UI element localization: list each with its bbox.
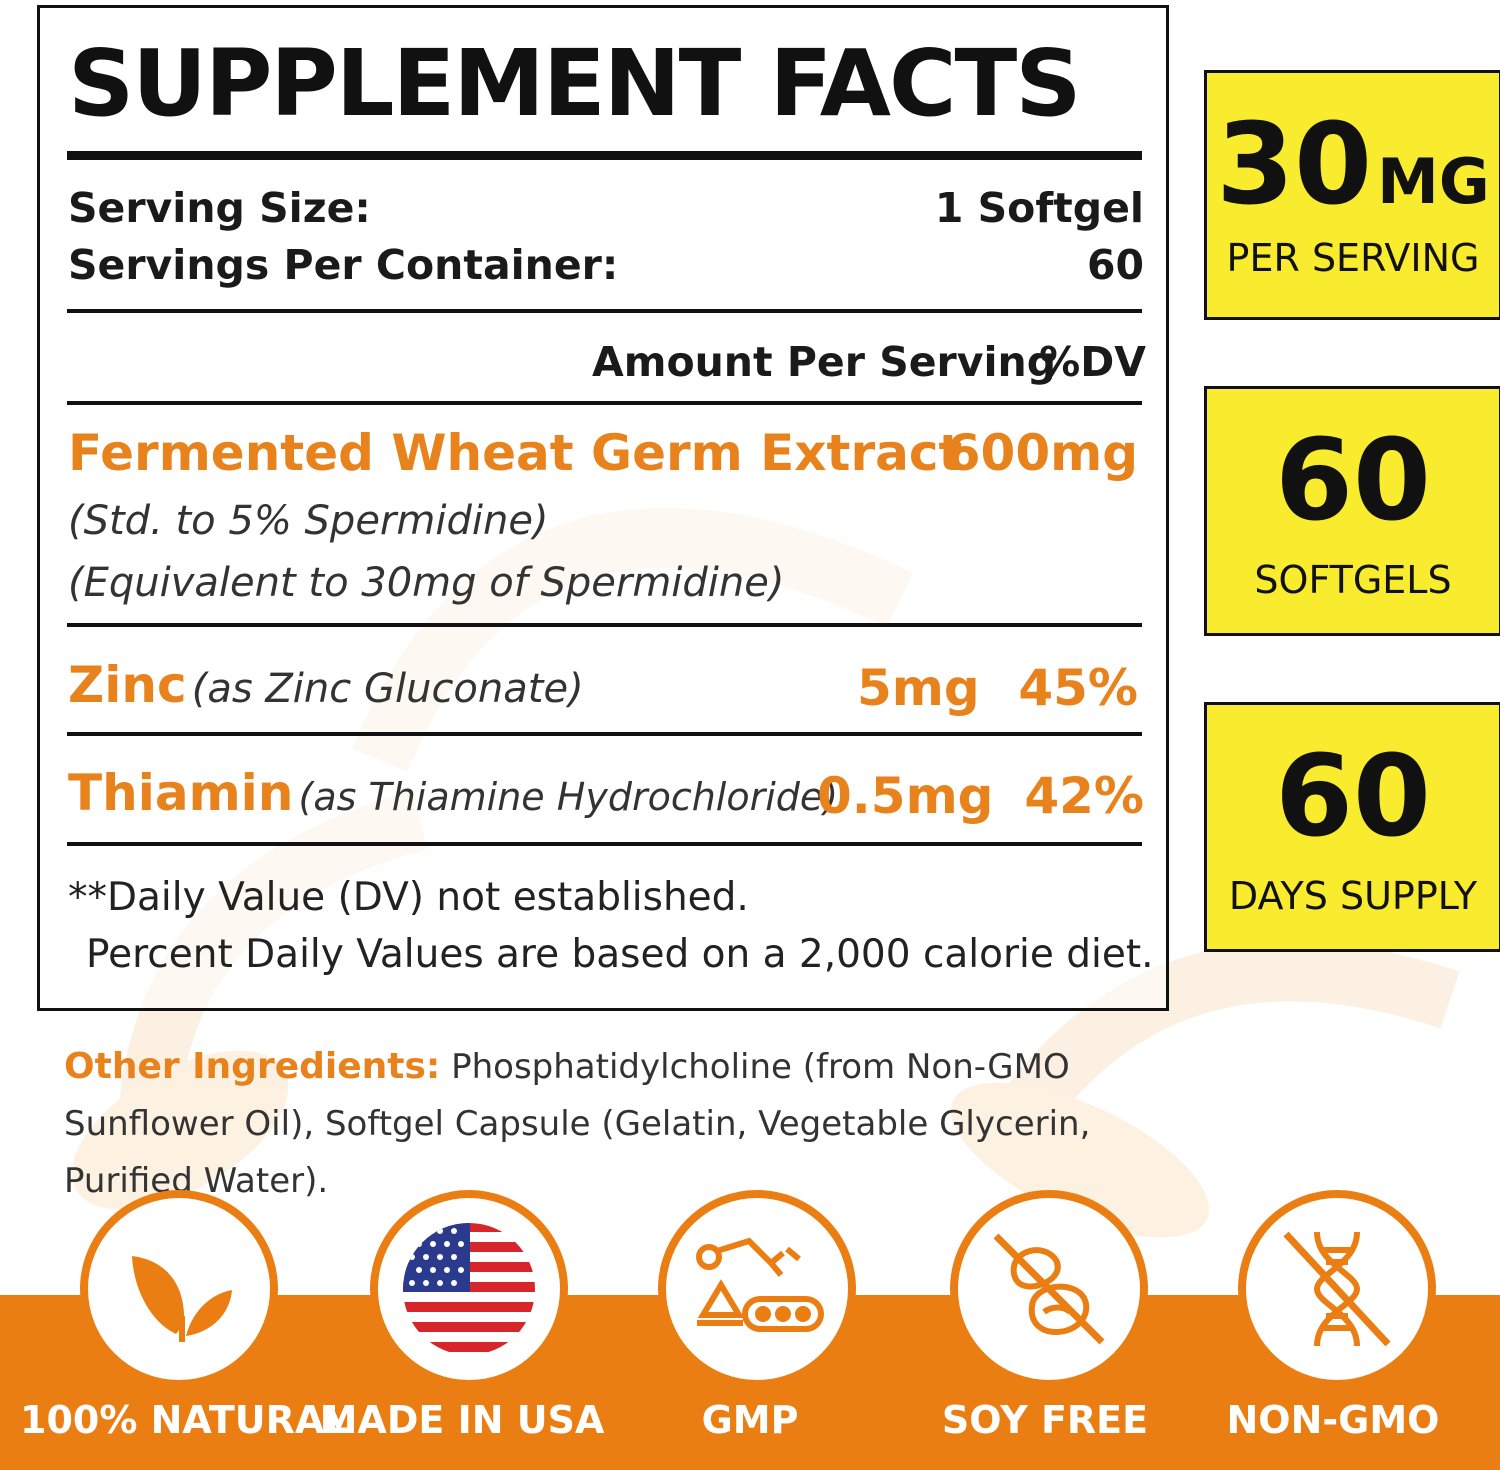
ingredient-standardization: (Std. to 5% Spermidine) <box>68 498 549 544</box>
ingredient-source: (as Thiamine Hydrochloride) <box>298 775 839 819</box>
no-soy-icon <box>950 1190 1148 1388</box>
other-ingredients-label: Other Ingredients: <box>64 1046 441 1087</box>
servings-per-container-label: Servings Per Container: <box>68 241 619 289</box>
footnote-calorie-diet: Percent Daily Values are based on a 2,00… <box>86 932 1154 977</box>
other-ingredients: Other Ingredients: Phosphatidylcholine (… <box>64 1038 1184 1210</box>
ingredient-name: Fermented Wheat Germ Extract <box>68 424 963 482</box>
badge-caption: PER SERVING <box>1226 236 1480 280</box>
ingredient-dv: 42% <box>1024 767 1144 825</box>
serving-size-label: Serving Size: <box>68 184 371 232</box>
divider-thick <box>67 151 1142 160</box>
ingredient-amount: 600mg <box>945 424 1138 482</box>
ingredient-amount: 0.5mg <box>817 767 994 825</box>
badge-days-supply: 60 DAYS SUPPLY <box>1204 702 1500 952</box>
divider <box>67 842 1142 846</box>
us-flag-icon <box>370 1190 568 1388</box>
badge-unit: MG <box>1377 145 1490 218</box>
badge-caption: DAYS SUPPLY <box>1228 874 1478 918</box>
icon-label-non-gmo: NON-GMO <box>1226 1398 1440 1442</box>
icon-label-made-in-usa: MADE IN USA <box>319 1398 605 1442</box>
amount-per-serving-header: Amount Per Serving <box>592 338 1057 386</box>
badge-softgels: 60 SOFTGELS <box>1204 386 1500 636</box>
ingredient-amount: 5mg <box>857 659 980 717</box>
ingredient-source: (as Zinc Gluconate) <box>191 666 584 712</box>
badge-mg-per-serving: 30 MG PER SERVING <box>1204 70 1500 320</box>
factory-robot-icon <box>658 1190 856 1388</box>
badge-value: 30 <box>1216 100 1373 230</box>
footnote-dv-not-established: **Daily Value (DV) not established. <box>68 875 749 920</box>
dv-header: %DV <box>1039 338 1146 386</box>
serving-size-value: 1 Softgel <box>934 184 1144 232</box>
divider <box>67 401 1142 405</box>
ingredient-dv: 45% <box>1018 659 1138 717</box>
supplement-facts-panel: SUPPLEMENT FACTS Serving Size: 1 Softgel… <box>37 5 1169 1011</box>
divider <box>67 623 1142 627</box>
divider <box>67 732 1142 736</box>
badge-value: 60 <box>1275 732 1431 862</box>
ingredient-name: Thiamin <box>68 764 294 822</box>
icon-label-natural: 100% NATURAL <box>20 1398 349 1442</box>
leaves-icon <box>80 1190 278 1388</box>
ingredient-equivalent: (Equivalent to 30mg of Spermidine) <box>68 560 785 606</box>
badge-value: 60 <box>1275 416 1431 546</box>
divider <box>67 309 1142 313</box>
icon-label-gmp: GMP <box>701 1398 799 1442</box>
ingredient-row-thiamin: Thiamin (as Thiamine Hydrochloride) <box>68 768 838 819</box>
servings-per-container-value: 60 <box>1086 241 1144 289</box>
icon-label-soy-free: SOY FREE <box>941 1398 1149 1442</box>
facts-title: SUPPLEMENT FACTS <box>68 30 1081 137</box>
ingredient-row-zinc: Zinc (as Zinc Gluconate) <box>68 660 584 712</box>
no-dna-icon <box>1238 1190 1436 1388</box>
other-ingredients-text: Phosphatidylcholine (from Non-GMO Sunflo… <box>64 1047 1091 1201</box>
ingredient-name: Zinc <box>68 656 187 714</box>
badge-caption: SOFTGELS <box>1254 558 1452 602</box>
